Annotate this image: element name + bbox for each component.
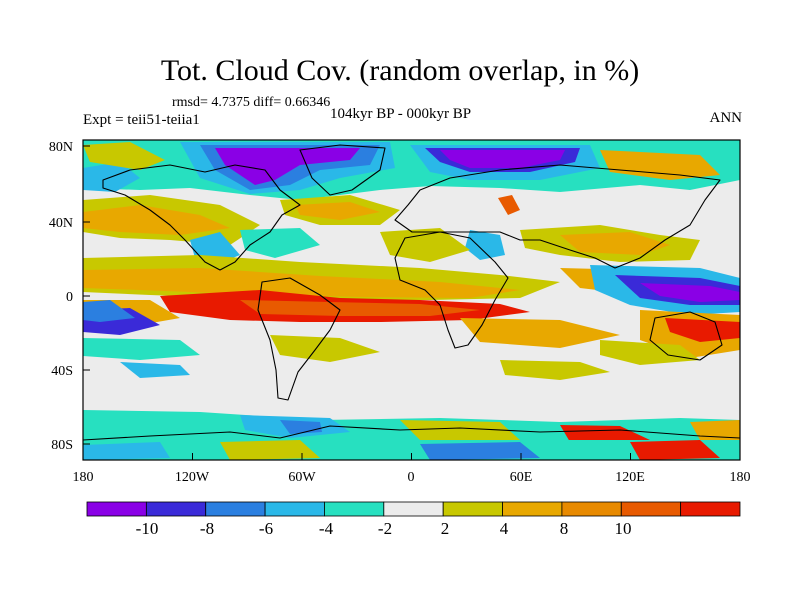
field-patch <box>83 205 230 235</box>
lon-label: 60E <box>509 470 533 485</box>
colorbar-swatch <box>205 501 266 517</box>
field-patch <box>240 300 480 316</box>
field-patch <box>640 283 740 302</box>
field-patch <box>420 442 540 460</box>
colorbar-swatch <box>680 501 741 517</box>
field-patch <box>380 228 470 262</box>
colorbar-label: -2 <box>377 519 393 538</box>
coastline-australia <box>649 311 723 361</box>
colorbar-swatch <box>561 501 622 517</box>
field-patch <box>83 338 200 360</box>
lon-label: 60W <box>288 470 316 485</box>
lon-label: 0 <box>407 470 415 485</box>
field-patch <box>400 420 520 440</box>
colorbar <box>86 501 741 517</box>
colorbar-label: 2 <box>440 519 450 538</box>
colorbar-label: 4 <box>499 519 509 538</box>
field-patch <box>83 268 520 298</box>
field-patch <box>665 318 740 342</box>
field-patch <box>440 150 565 168</box>
experiment-label: Expt = teii51-teiia1 <box>83 112 200 128</box>
colorbar-swatch <box>264 501 325 517</box>
coastline-south-america <box>257 277 341 401</box>
lat-label: 80N <box>48 140 73 155</box>
field-patch <box>215 148 360 185</box>
coastline-europe-asia <box>394 164 721 269</box>
field-patch <box>560 425 650 442</box>
season-label: ANN <box>709 110 743 126</box>
lat-label: 0 <box>66 290 73 305</box>
lon-label: 120E <box>615 470 645 485</box>
colorbar-swatch <box>620 501 682 517</box>
field-patch <box>83 300 135 322</box>
field-patch <box>630 440 720 460</box>
field-patch <box>560 232 670 255</box>
map-title: Tot. Cloud Cov. (random overlap, in %) <box>160 54 640 87</box>
coastline-greenland <box>299 144 386 196</box>
colorbar-label: -6 <box>258 519 274 538</box>
field-patch <box>600 340 700 365</box>
lat-label: 40S <box>51 364 73 379</box>
axis-ticks <box>82 145 741 460</box>
field-patch <box>465 230 505 260</box>
colorbar-label: 8 <box>559 519 569 538</box>
coastline-north-america <box>102 164 301 271</box>
lon-label: 120W <box>174 470 210 485</box>
rmsd-diff-stats: rmsd= 4.7375 diff= 0.66346 <box>172 95 331 110</box>
field-patch <box>220 440 320 460</box>
colorbar-label: -8 <box>199 519 215 538</box>
field-patch <box>498 195 520 215</box>
field-patch <box>500 360 610 380</box>
field-patch <box>600 150 720 180</box>
field-patch <box>270 335 380 362</box>
lon-label: 180 <box>72 470 94 485</box>
colorbar-swatch <box>86 501 147 517</box>
field-patch <box>460 318 620 348</box>
coastline-africa <box>394 231 509 349</box>
colorbar-swatch <box>383 501 444 517</box>
field-patch <box>690 420 740 440</box>
field-patch <box>120 362 190 378</box>
colorbar-swatch <box>324 501 385 517</box>
field-patch <box>295 202 380 220</box>
colorbar-swatch <box>502 501 563 517</box>
lat-label: 80S <box>51 438 73 453</box>
field-patch <box>83 442 170 460</box>
colorbar-swatch <box>442 501 503 517</box>
colorbar-swatch <box>145 501 207 517</box>
lon-label: 180 <box>729 470 751 485</box>
field-patch <box>240 228 320 258</box>
period-label: 104kyr BP - 000kyr BP <box>330 106 472 122</box>
coastlines <box>83 144 740 441</box>
colorbar-label: 10 <box>614 519 632 538</box>
coastline-antarctica <box>83 425 740 441</box>
colorbar-label: -10 <box>135 519 159 538</box>
colorbar-label: -4 <box>318 519 334 538</box>
field-patch <box>83 142 165 170</box>
cloud-cover-anomaly-field <box>83 140 740 460</box>
lat-label: 40N <box>48 216 73 231</box>
